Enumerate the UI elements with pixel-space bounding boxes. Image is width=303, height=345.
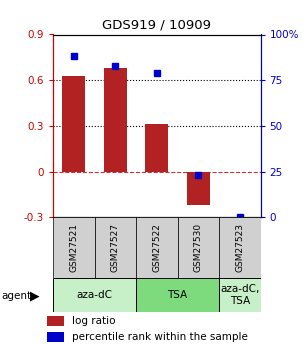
Bar — [47, 316, 64, 326]
Bar — [187, 171, 210, 205]
Bar — [47, 332, 64, 342]
Text: GSM27527: GSM27527 — [111, 223, 120, 272]
Text: GSM27523: GSM27523 — [235, 223, 244, 272]
Text: aza-dC,
TSA: aza-dC, TSA — [220, 284, 259, 306]
Bar — [53, 217, 95, 278]
Bar — [104, 68, 127, 171]
Text: agent: agent — [2, 291, 32, 300]
Text: GSM27530: GSM27530 — [194, 223, 203, 272]
Text: percentile rank within the sample: percentile rank within the sample — [72, 332, 248, 342]
Text: ▶: ▶ — [30, 289, 40, 302]
Bar — [219, 217, 261, 278]
Bar — [136, 278, 219, 312]
Text: GSM27521: GSM27521 — [69, 223, 78, 272]
Text: GSM27522: GSM27522 — [152, 223, 161, 272]
Bar — [53, 278, 136, 312]
Bar — [136, 217, 178, 278]
Bar — [95, 217, 136, 278]
Title: GDS919 / 10909: GDS919 / 10909 — [102, 19, 211, 32]
Bar — [145, 125, 168, 171]
Text: TSA: TSA — [168, 290, 188, 300]
Text: aza-dC: aza-dC — [77, 290, 112, 300]
Bar — [62, 76, 85, 171]
Bar — [219, 278, 261, 312]
Bar — [178, 217, 219, 278]
Text: log ratio: log ratio — [72, 316, 115, 326]
